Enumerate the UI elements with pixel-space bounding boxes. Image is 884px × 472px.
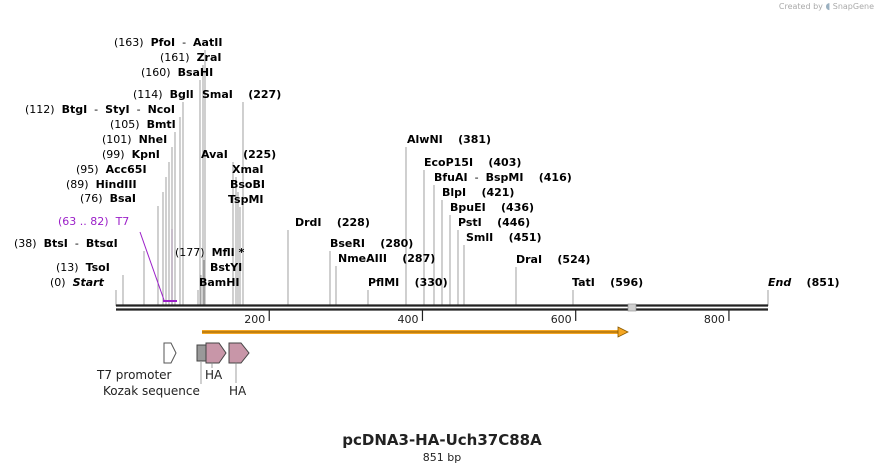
site-label: BpuEI (436): [450, 201, 534, 214]
site-label: AlwNI (381): [407, 133, 491, 146]
site-label: End (851): [768, 276, 840, 289]
site-label: BsoBI: [230, 178, 265, 191]
site-label: SmaI (227): [202, 88, 281, 101]
site-label: (13) TsoI: [56, 261, 110, 274]
site-label: DrdI (228): [295, 216, 370, 229]
site-label: BstYI: [210, 261, 242, 274]
feature-label-t7-promoter: T7 promoter: [96, 368, 172, 382]
t7-primer-pointer: [139, 231, 165, 301]
site-label: (177) MflI *: [175, 246, 245, 259]
snapgene-logo-icon: ◖: [825, 2, 831, 12]
site-label: (95) Acc65I: [76, 163, 147, 176]
ruler-tick-label: 200: [244, 313, 265, 326]
site-label: TatI (596): [572, 276, 643, 289]
site-label: (63 .. 82) T7: [58, 215, 129, 228]
site-label: (105) BmtI: [110, 118, 176, 131]
brand-name: SnapGene: [832, 2, 874, 11]
site-label: PstI (446): [458, 216, 530, 229]
site-label: BlpI (421): [442, 186, 514, 199]
site-label: (0) Start: [50, 276, 105, 289]
site-label: SmlI (451): [466, 231, 542, 244]
site-label: TspMI: [228, 193, 264, 206]
site-label: (163) PfoI - AatII: [114, 36, 222, 49]
site-label: (89) HindIII: [66, 178, 137, 191]
site-label: NmeAIII (287): [338, 252, 435, 265]
site-label: DraI (524): [516, 253, 590, 266]
site-label: (161) ZraI: [160, 51, 222, 64]
ruler-tick-label: 600: [551, 313, 572, 326]
site-label: (112) BtgI - StyI - NcoI: [25, 103, 175, 116]
feature-label-ha-1: HA: [205, 368, 223, 382]
site-label: EcoP15I (403): [424, 156, 521, 169]
site-label: BamHI: [199, 276, 240, 289]
site-label: XmaI: [232, 163, 263, 176]
kozak-feature: [196, 344, 207, 362]
orf-arrow-head: [617, 326, 629, 338]
brand-prefix: Created by: [778, 2, 823, 11]
site-label: PflMI (330): [368, 276, 448, 289]
sequence-length: 851 bp: [422, 451, 462, 464]
map-title: pcDNA3-HA-Uch37C88A: [342, 431, 542, 449]
site-label: (114) BglI: [133, 88, 194, 101]
sequence-map: (0) Start (13) TsoI (38) BtsI - BtsαI (63 .…: [14, 36, 840, 398]
feature-label-ha-2: HA: [229, 384, 247, 398]
t7-promoter-feature: [163, 342, 177, 364]
site-label: (38) BtsI - BtsαI: [14, 237, 118, 250]
site-label: AvaI (225): [201, 148, 276, 161]
ruler-tick-label: 800: [704, 313, 725, 326]
site-label: (76) BsaI: [80, 192, 136, 205]
snapgene-brand: Created by ◖ SnapGene: [779, 2, 874, 12]
site-label: (160) BsaHI: [141, 66, 213, 79]
feature-marker: [627, 303, 637, 312]
ha-feature-2: [228, 342, 250, 364]
site-label: (99) KpnI: [102, 148, 160, 161]
site-label: (101) NheI: [102, 133, 167, 146]
feature-label-kozak: Kozak sequence: [103, 384, 200, 398]
ruler-tick-label: 400: [397, 313, 418, 326]
ha-feature-1: [205, 342, 227, 364]
site-label: BfuAI - BspMI (416): [434, 171, 572, 184]
site-label: BseRI (280): [330, 237, 413, 250]
